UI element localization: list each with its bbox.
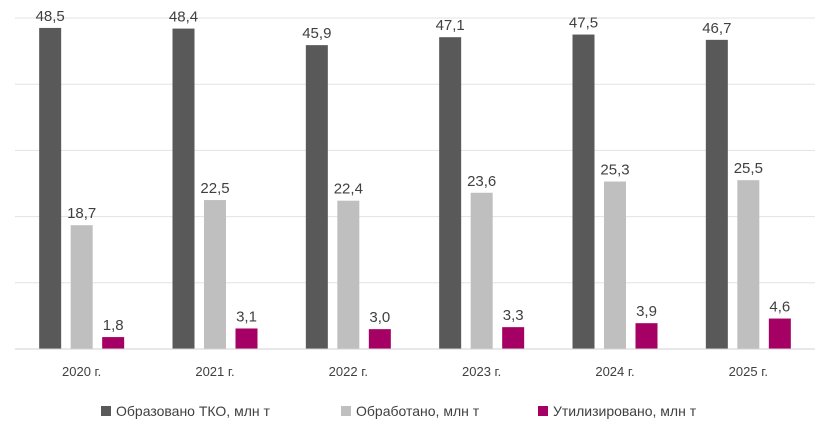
legend-label: Утилизировано, млн т: [553, 403, 697, 419]
bar: [635, 323, 658, 349]
data-label: 1,8: [103, 317, 124, 334]
data-label: 25,5: [734, 160, 763, 177]
bar: [305, 45, 328, 349]
bar: [604, 181, 626, 349]
bar: [337, 200, 360, 349]
bar: [439, 37, 462, 349]
data-label: 4,6: [769, 299, 790, 316]
bar: [204, 200, 226, 349]
x-tick-label: 2025 г.: [729, 364, 768, 379]
x-tick-label: 2021 г.: [195, 364, 234, 379]
x-tick-label: 2020 г.: [62, 364, 101, 379]
bar: [172, 28, 195, 349]
data-label: 47,5: [569, 15, 598, 32]
data-label: 3,9: [636, 303, 657, 320]
x-tick-label: 2023 г.: [462, 364, 501, 379]
data-labels: 48,5 18,7 1,8 48,4 22,5 3,1 45,9 22,4 3,0 47,1 23,…: [36, 8, 791, 334]
data-label: 25,3: [600, 162, 629, 179]
data-label: 3,0: [369, 309, 390, 326]
bar: [102, 337, 125, 349]
gridlines: [15, 17, 815, 284]
data-label: 23,6: [467, 173, 496, 190]
data-label: 46,7: [702, 20, 731, 37]
bar: [70, 225, 93, 349]
x-axis: 2020 г. 2021 г. 2022 г. 2023 г. 2024 г. 2025 …: [15, 348, 815, 379]
bar: [705, 39, 728, 349]
x-tick-label: 2022 г.: [329, 364, 368, 379]
data-label: 22,5: [200, 180, 229, 197]
bar: [235, 328, 258, 349]
data-label: 45,9: [302, 25, 331, 42]
bar: [502, 327, 525, 349]
data-label: 22,4: [334, 181, 363, 198]
data-label: 47,1: [436, 17, 465, 34]
data-label: 18,7: [67, 205, 96, 222]
legend-swatch: [101, 406, 111, 416]
legend-label: Образовано ТКО, млн т: [116, 403, 270, 419]
legend-label: Обработано, млн т: [356, 403, 480, 419]
bar: [768, 318, 791, 349]
data-label: 3,3: [503, 307, 524, 324]
bar: [572, 34, 595, 350]
bar: [470, 192, 493, 349]
x-tick-label: 2024 г.: [595, 364, 634, 379]
data-label: 48,5: [36, 8, 65, 25]
data-label: 48,4: [169, 9, 198, 26]
bar: [368, 329, 391, 349]
legend-swatch: [341, 406, 351, 416]
legend: Образовано ТКО, млн т Обработано, млн т Ут…: [101, 403, 697, 419]
legend-swatch: [538, 406, 548, 416]
bars: [39, 27, 791, 350]
data-label: 3,1: [236, 308, 257, 325]
bar: [39, 27, 62, 350]
bar: [737, 180, 760, 349]
